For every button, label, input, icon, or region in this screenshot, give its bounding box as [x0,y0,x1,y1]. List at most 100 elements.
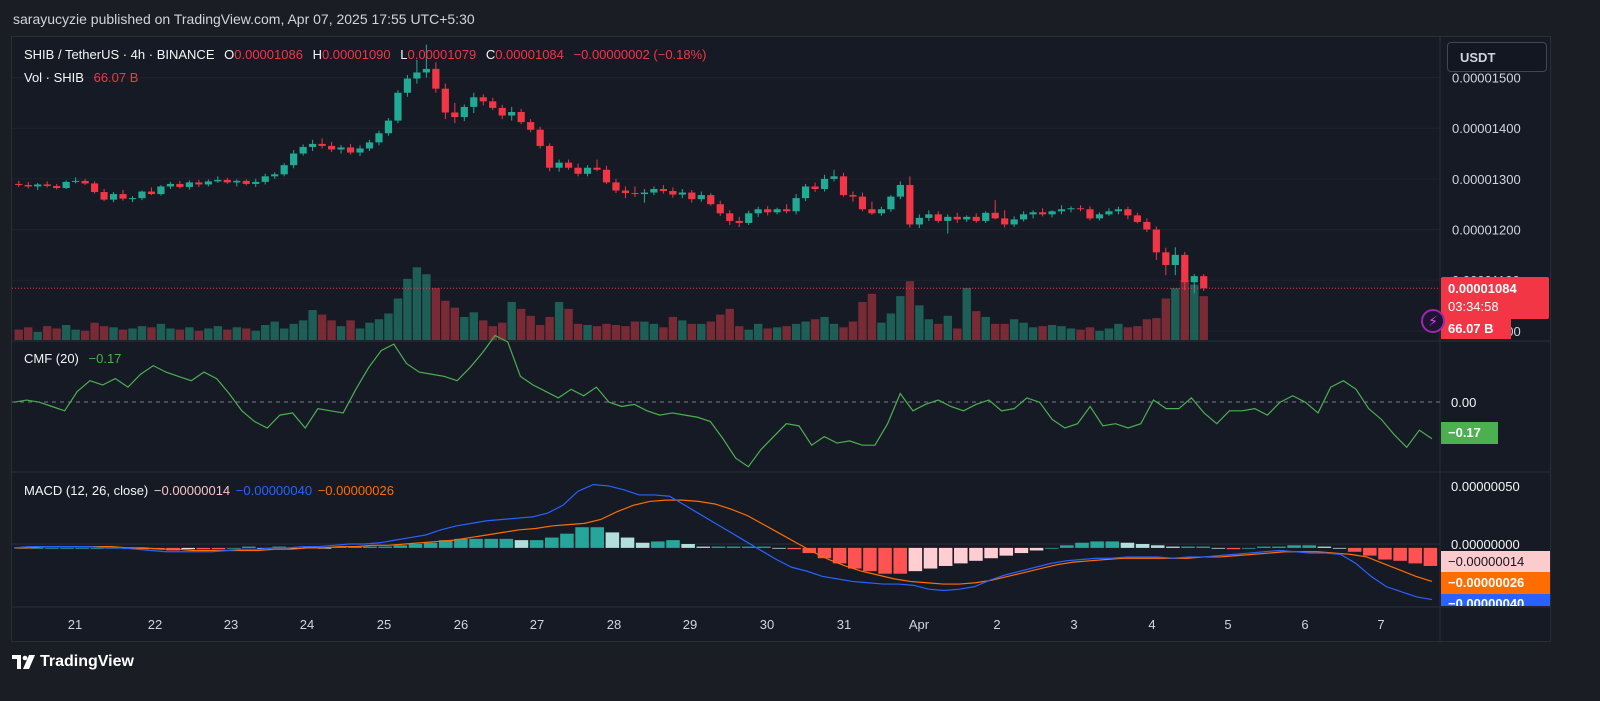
candle-body [508,111,516,116]
volume-bar [80,330,90,340]
volume-value: 66.07 B [93,70,139,85]
candle-body [1181,254,1189,283]
volume-bar [251,330,260,340]
candle-body [1143,221,1151,230]
macd-histogram-bar [560,533,574,548]
volume-bar [583,325,592,340]
time-tick-label: Apr [909,617,930,632]
volume-bar [1180,280,1189,340]
macd-histogram-bar [726,546,741,548]
cmf-line [13,334,1433,468]
macd-histogram-bar [272,546,286,548]
candle-body [1162,252,1170,265]
candle-body [62,181,70,188]
macd-histogram-bar [1423,547,1438,566]
volume-bar [346,320,355,340]
candle-body [839,176,848,196]
macd-histogram-bar [90,547,105,549]
candle-body [365,142,374,149]
volume-bar [1114,323,1123,340]
candle-body [906,184,914,225]
macd-histogram-bar [711,546,726,548]
volume-bar [175,329,185,340]
macd-histogram-bar [1378,547,1392,560]
publisher-text: sarayucyzie published on TradingView.com… [13,11,475,27]
macd-histogram-bar [908,547,923,572]
candle-body [792,198,800,212]
candle-body [90,183,99,193]
volume-bar [934,323,943,340]
volume-bar [327,320,336,340]
volume-bar [810,319,820,340]
candle-body [1105,211,1113,215]
candle-body [697,195,705,200]
volume-bar [924,319,934,340]
candle-body [290,153,298,166]
volume-bar [1028,327,1038,340]
macd-histogram-bar [666,540,680,548]
volume-bar [1009,319,1019,340]
candle-body [34,184,42,187]
candle-body [1190,276,1198,283]
candle-body [764,209,772,213]
candle-body [1124,209,1132,216]
volume-bar [137,326,147,340]
volume-bar [403,278,412,340]
volume-bar [289,323,298,340]
macd-histogram-bar [741,546,756,548]
macd-histogram-bar [863,547,877,572]
macd-hist-tag: −0.00000014 [1441,551,1550,572]
volume-bar [24,327,33,340]
candle-body [934,214,942,221]
lightning-icon[interactable]: ⚡ [1421,309,1445,333]
legend-symbol: SHIB / TetherUS · 4h · BINANCE [24,47,215,62]
candle-body [982,212,990,221]
volume-bar [772,327,782,340]
macd-histogram-bar [1363,547,1377,556]
macd-histogram-bar [181,547,195,550]
candle-body [72,180,80,182]
volume-bar [1038,326,1047,340]
candle-body [441,88,449,113]
candle-body [119,194,127,199]
candle-body [517,111,525,123]
volume-bar [753,323,763,340]
time-tick-label: 3 [1070,617,1077,632]
tradingview-brand[interactable]: TradingView [12,653,134,671]
macd-histogram-bar [1060,545,1074,548]
candle-body [1171,254,1179,265]
macd-signal-value: −0.00000026 [317,483,394,498]
currency-button[interactable]: USDT [1447,42,1547,72]
candle-body [24,184,32,187]
candle-body [811,186,819,189]
volume-bar [1161,298,1171,340]
legend-open-value: 0.00001086 [234,47,303,62]
macd-line [13,484,1433,601]
volume-bar [611,325,621,340]
macd-histogram-bar [196,547,211,550]
candle-body [138,191,146,199]
macd-histogram-bar [1257,546,1271,548]
volume-bar [820,316,829,340]
macd-line-tag: −0.00000040 [1441,594,1550,606]
candle-body [991,212,999,219]
candle-body [707,195,715,205]
macd-histogram-bar [378,546,392,548]
macd-histogram-bar [226,547,241,549]
candle-body [109,194,118,200]
candle-body [640,192,649,195]
candle-body [849,195,857,197]
volume-bar [801,321,810,340]
macd-histogram-bar [923,547,938,569]
volume-bar [498,322,507,340]
macd-histogram-bar [1120,542,1135,548]
cmf-legend: CMF (20) −0.17 [24,351,123,366]
volume-bar [886,313,896,340]
candle-body [356,148,364,153]
candle-body [773,209,781,213]
candle-body [963,216,971,220]
candle-body [204,181,212,185]
volume-bar [668,316,678,340]
macd-histogram-bar [1150,545,1165,548]
